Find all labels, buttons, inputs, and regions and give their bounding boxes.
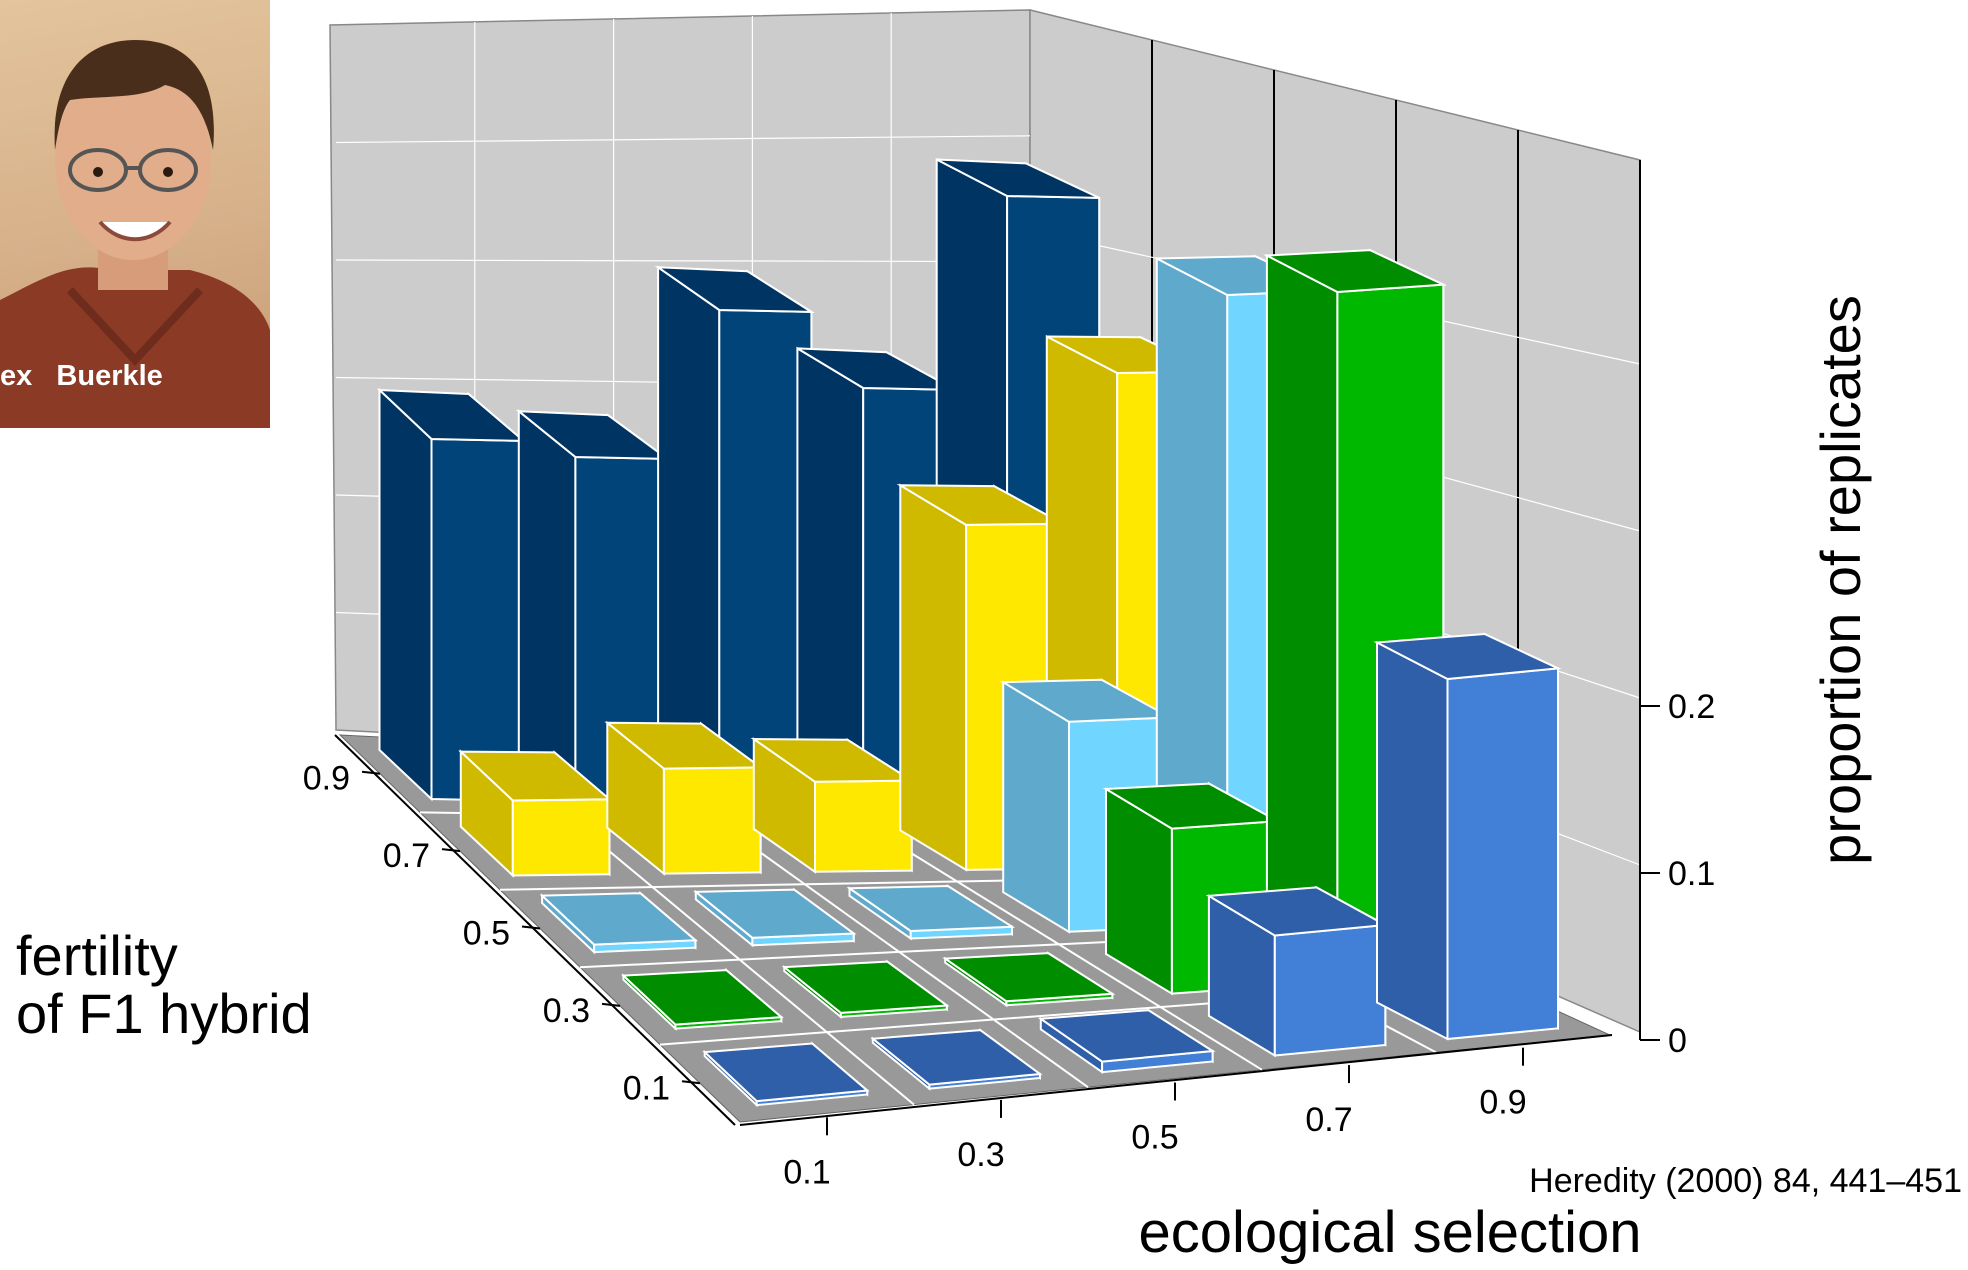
bar-top (1037, 1009, 1216, 1063)
bar-top (1373, 632, 1562, 681)
y-axis-line (334, 734, 736, 1126)
x-tick-label: 0.1 (783, 1153, 830, 1191)
x-axis-line (739, 1034, 1613, 1126)
bar-top (936, 158, 1100, 199)
y-tick-label: 0.1 (623, 1069, 670, 1107)
citation: Heredity (2000) 84, 441–451 (1529, 1162, 1962, 1200)
wall-gridline (335, 259, 1031, 263)
bar-front (1002, 680, 1070, 934)
bar-front (517, 409, 577, 805)
x-tick-label: 0.3 (957, 1136, 1004, 1174)
y-tick-label: 0.9 (303, 760, 350, 798)
bar-top (870, 1029, 1043, 1086)
z-tick-label: 0.1 (1668, 855, 1715, 893)
bar-face (511, 798, 611, 877)
bar-top (942, 952, 1116, 1003)
y-tick (521, 925, 541, 930)
x-tick-label: 0.7 (1305, 1101, 1352, 1139)
y-tick (441, 848, 461, 853)
bar-top (621, 969, 784, 1026)
wall-gridline (335, 135, 1031, 144)
person-icon (0, 40, 270, 428)
bar-top (654, 266, 815, 313)
bar-top (702, 1042, 870, 1103)
bar-front (899, 483, 968, 872)
photo-caption: ex Buerkle (0, 360, 163, 392)
z-tick-label: 0 (1668, 1022, 1687, 1060)
bar-top (846, 884, 1016, 933)
y-tick-label: 0.3 (543, 992, 590, 1030)
bar-face (1273, 923, 1387, 1057)
bar-front (1265, 253, 1339, 984)
bar-face (814, 779, 913, 873)
bar-face (1446, 667, 1559, 1041)
bar-front (378, 387, 433, 802)
y-tick (681, 1080, 701, 1085)
y-tick (361, 770, 381, 775)
bar-face (430, 437, 525, 802)
bar-front (1376, 640, 1449, 1041)
y-tick-label: 0.7 (383, 837, 430, 875)
x-tick-label: 0.9 (1479, 1084, 1526, 1122)
x-axis-label: ecological selection (1139, 1200, 1642, 1265)
z-axis-label: proportion of replicates (1809, 295, 1872, 865)
bar-top (539, 892, 698, 946)
bar-face (662, 766, 762, 875)
portrait-photo: ex Buerkle (0, 0, 270, 428)
z-tick-label: 0.2 (1668, 688, 1715, 726)
y-tick (601, 1002, 621, 1007)
bar-top (781, 960, 950, 1014)
y-axis-label: fertility (16, 924, 178, 987)
x-tick-label: 0.5 (1131, 1119, 1178, 1157)
bar-top (1263, 249, 1448, 294)
y-tick-label: 0.5 (463, 915, 510, 953)
bar-top (693, 888, 857, 939)
y-axis-label: of F1 hybrid (16, 982, 312, 1045)
